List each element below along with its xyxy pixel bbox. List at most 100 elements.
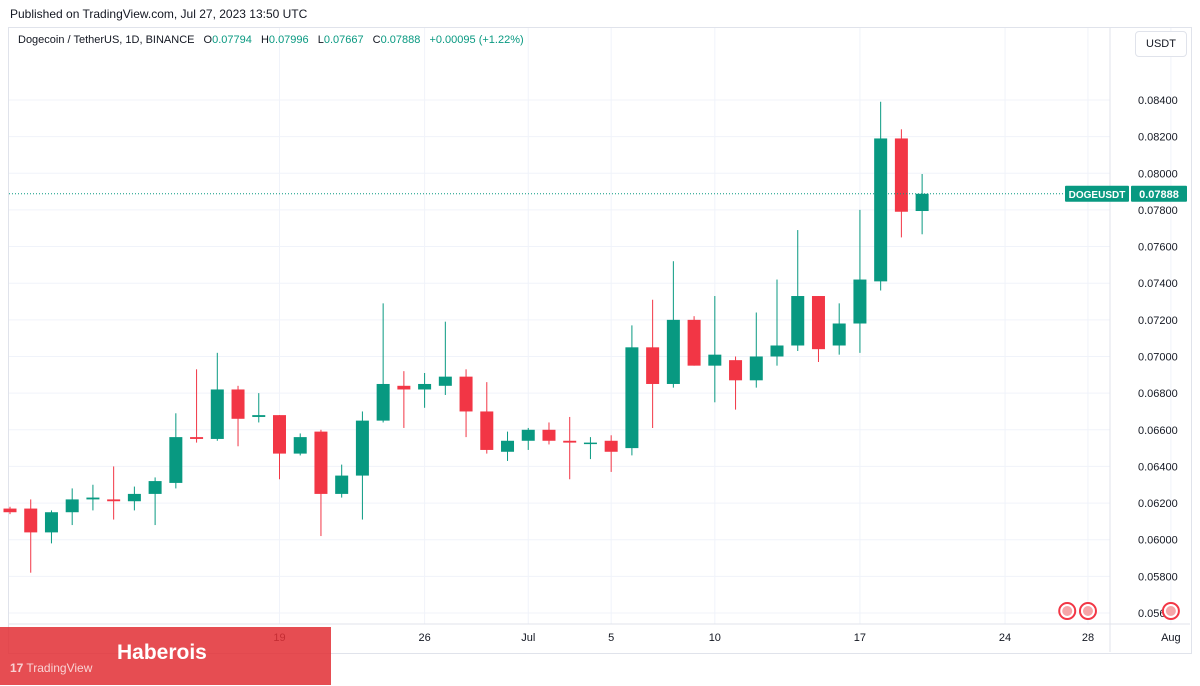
candle-down	[314, 431, 328, 494]
time-axis: 1926Jul510172428Aug5	[273, 632, 1181, 644]
chart-frame	[8, 27, 1192, 654]
candle-up	[210, 389, 224, 439]
grid-lines	[9, 28, 1172, 624]
candle-down	[563, 440, 577, 443]
symbol-badge-text: DOGEUSDT	[1069, 190, 1126, 201]
time-tick-label: 24	[999, 632, 1011, 644]
time-tick-label: 28	[1082, 632, 1094, 644]
candle-up	[86, 497, 100, 500]
high-label: H	[260, 34, 269, 46]
candle-up	[666, 319, 680, 384]
high-value: 0.07996	[268, 34, 309, 46]
candle-up	[169, 437, 183, 483]
time-tick-label: 26	[418, 632, 430, 644]
candle-up	[335, 475, 349, 494]
candle-up	[65, 499, 79, 513]
price-tick-label: 0.05800	[1138, 571, 1178, 583]
watermark-banner: Haberois 17 TradingView	[0, 627, 331, 685]
time-tick-label: 10	[709, 632, 721, 644]
price-tick-label: 0.06800	[1138, 388, 1178, 400]
price-tick-label: 0.07200	[1138, 315, 1178, 327]
price-tick-label: 0.07000	[1138, 351, 1178, 363]
low-label: L	[317, 34, 324, 46]
candle-down	[542, 429, 556, 441]
last-price-text: 0.07888	[1139, 189, 1179, 201]
candle-down	[107, 499, 121, 502]
last-price-line: DOGEUSDT 0.07888	[9, 185, 1187, 202]
candle-up	[376, 383, 390, 421]
tradingview-logo-text: TradingView	[26, 661, 93, 675]
watermark-text: Haberois	[117, 641, 207, 664]
tradingview-logo-mark: 17	[10, 661, 24, 675]
candle-down	[190, 437, 204, 439]
candle-up	[770, 345, 784, 357]
time-tick-label: 17	[854, 632, 866, 644]
price-tick-label: 0.07600	[1138, 242, 1178, 254]
us-event-icon-inner	[1165, 606, 1176, 616]
candle-up	[148, 481, 162, 494]
candle-up	[832, 323, 846, 346]
candle-down	[604, 440, 618, 452]
candle-down	[231, 389, 245, 419]
us-event-icon-inner	[1062, 606, 1073, 616]
candle-up	[625, 347, 639, 449]
price-tick-label: 0.07800	[1138, 205, 1178, 217]
open-label: O	[203, 34, 213, 46]
candle-up	[915, 193, 929, 212]
close-label: C	[372, 34, 381, 46]
candle-down	[687, 319, 701, 366]
price-tick-label: 0.08400	[1138, 95, 1178, 107]
candle-up	[293, 437, 307, 454]
change-value: +0.00095 (+1.22%)	[429, 34, 524, 46]
candle-up	[127, 493, 141, 502]
price-tick-label: 0.08200	[1138, 132, 1178, 144]
time-tick-label: Aug	[1161, 632, 1181, 644]
candle-up	[44, 512, 58, 533]
candle-up	[438, 376, 452, 386]
candle-up	[853, 279, 867, 324]
candle-up	[355, 420, 369, 476]
open-value: 0.07794	[212, 34, 252, 46]
candles	[3, 101, 929, 573]
candle-up	[583, 442, 597, 445]
price-tick-label: 0.06600	[1138, 425, 1178, 437]
candle-up	[708, 354, 722, 366]
candle-up	[874, 138, 888, 282]
symbol-legend: Dogecoin / TetherUS, 1D, BINANCE O0.0779…	[18, 34, 524, 46]
candle-up	[252, 415, 266, 417]
candle-up	[791, 296, 805, 346]
candle-down	[811, 296, 825, 350]
time-tick-label: Jul	[521, 632, 535, 644]
candle-up	[749, 356, 763, 381]
published-notice: Published on TradingView.com, Jul 27, 20…	[10, 7, 308, 21]
close-value: 0.07888	[380, 34, 421, 46]
candle-down	[646, 347, 660, 384]
price-tick-label: 0.06200	[1138, 498, 1178, 510]
currency-button[interactable]: USDT	[1135, 31, 1187, 57]
candle-down	[24, 508, 38, 533]
low-value: 0.07667	[323, 34, 364, 46]
price-axis: 0.056000.058000.060000.062000.064000.066…	[9, 28, 1190, 652]
price-tick-label: 0.08000	[1138, 168, 1178, 180]
candle-down	[480, 411, 494, 450]
candle-up	[521, 429, 535, 441]
price-tick-label: 0.07400	[1138, 278, 1178, 290]
candle-up	[418, 383, 432, 390]
event-markers	[1058, 602, 1180, 620]
tradingview-logo: 17 TradingView	[10, 661, 92, 675]
symbol-title: Dogecoin / TetherUS, 1D, BINANCE	[18, 34, 195, 46]
candle-down	[894, 138, 908, 212]
price-tick-label: 0.06400	[1138, 461, 1178, 473]
candle-down	[729, 360, 743, 381]
time-tick-label: 5	[608, 632, 614, 644]
us-event-icon-inner	[1082, 606, 1093, 616]
last-price-badge	[1131, 185, 1187, 202]
candle-down	[459, 376, 473, 412]
candle-down	[3, 508, 17, 513]
price-tick-label: 0.06000	[1138, 535, 1178, 547]
candle-down	[272, 415, 286, 454]
candle-up	[501, 440, 515, 452]
candle-down	[397, 385, 411, 390]
symbol-badge	[1065, 185, 1129, 202]
